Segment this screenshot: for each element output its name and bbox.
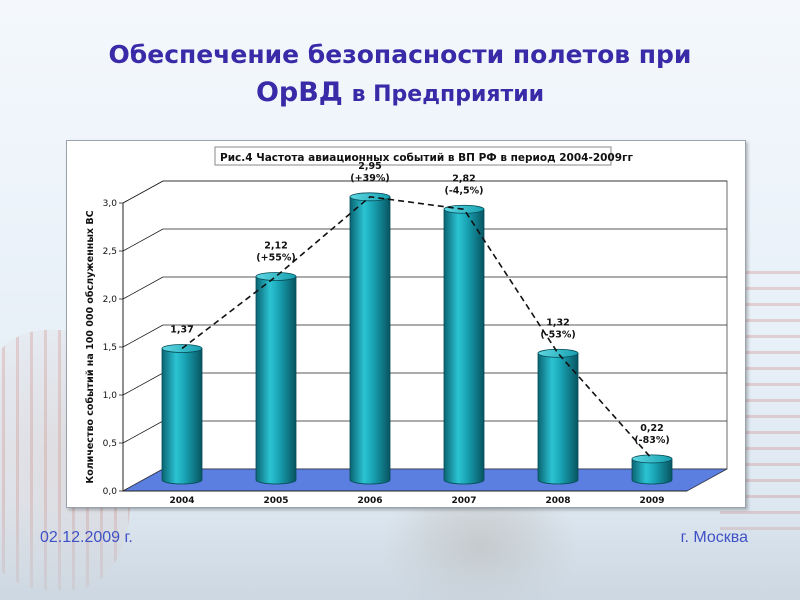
title-orvd: ОрВД xyxy=(255,77,343,108)
gridline-side xyxy=(122,180,164,204)
footer-date: 02.12.2009 г. xyxy=(40,529,133,546)
bar-top xyxy=(255,272,297,281)
x-tick-label: 2007 xyxy=(451,496,476,506)
y-tick-label: 3,0 xyxy=(103,199,118,209)
data-label: 1,32 xyxy=(546,317,569,328)
x-tick-label: 2009 xyxy=(639,496,664,506)
y-tick-label: 1,5 xyxy=(103,343,117,353)
footer-city: г. Москва xyxy=(680,529,748,546)
title-enterprise: в Предприятии xyxy=(351,82,545,107)
bar-body xyxy=(537,352,579,485)
change-label: (+39%) xyxy=(350,173,389,184)
change-label: (-53%) xyxy=(540,329,575,340)
change-label: (-4,5%) xyxy=(445,185,484,196)
title-line-2: ОрВД в Предприятии xyxy=(0,74,800,114)
x-tick-label: 2005 xyxy=(263,496,288,506)
y-tick-label: 0,5 xyxy=(103,439,117,449)
bar-body xyxy=(349,196,391,485)
slide-title: Обеспечение безопасности полетов при ОрВ… xyxy=(0,36,800,114)
data-label: 1,37 xyxy=(170,324,193,335)
data-label: 2,95 xyxy=(358,161,381,172)
change-label: (+55%) xyxy=(256,252,295,263)
y-axis-label: Количество событий на 100 000 обслуженны… xyxy=(85,210,96,483)
bar-body xyxy=(443,208,485,485)
trend-line xyxy=(181,195,653,460)
change-label: (-83%) xyxy=(634,435,669,446)
bar xyxy=(255,272,297,485)
x-tick-label: 2008 xyxy=(545,496,570,506)
gridline-side xyxy=(122,324,164,348)
bar-top xyxy=(443,204,485,214)
chart: Рис.4 Частота авиационных событий в ВП Р… xyxy=(85,146,728,506)
y-tick-label: 0,0 xyxy=(103,487,118,497)
gridline-side xyxy=(122,276,164,300)
y-tick-label: 1,0 xyxy=(103,391,118,401)
bar-body xyxy=(161,348,203,485)
bar-top xyxy=(631,454,673,464)
x-tick-label: 2004 xyxy=(169,496,194,506)
bar xyxy=(349,192,391,485)
chart-title-box xyxy=(214,146,612,166)
title-line-1: Обеспечение безопасности полетов при xyxy=(108,40,692,69)
gridline-side xyxy=(122,372,164,396)
bar xyxy=(443,204,485,485)
y-tick-label: 2,0 xyxy=(103,295,118,305)
snow-background xyxy=(0,500,800,600)
gridline-side xyxy=(122,228,164,252)
bar-body xyxy=(631,458,673,485)
chart-title: Рис.4 Частота авиационных событий в ВП Р… xyxy=(220,152,634,164)
data-label: 2,12 xyxy=(264,240,287,251)
y-tick-label: 2,5 xyxy=(103,247,117,257)
bar xyxy=(161,344,203,485)
chart-frame: Рис.4 Частота авиационных событий в ВП Р… xyxy=(66,140,746,508)
data-label: 2,82 xyxy=(452,173,475,184)
bar xyxy=(537,348,579,485)
bar-top xyxy=(537,348,579,358)
bar xyxy=(631,454,673,485)
x-tick-label: 2006 xyxy=(357,496,382,506)
bar-body xyxy=(255,276,297,485)
data-label: 0,22 xyxy=(640,423,663,434)
gridline-side xyxy=(122,420,164,444)
